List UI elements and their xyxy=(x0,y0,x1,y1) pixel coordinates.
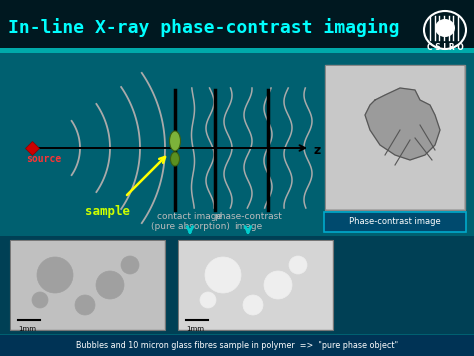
Text: Bubbles and 10 micron glass fibres sample in polymer  =>  "pure phase object": Bubbles and 10 micron glass fibres sampl… xyxy=(76,341,398,351)
Ellipse shape xyxy=(170,131,181,151)
Bar xyxy=(10,240,165,330)
Text: Phase-contrast image: Phase-contrast image xyxy=(349,218,441,226)
Circle shape xyxy=(75,295,95,315)
Bar xyxy=(0,48,474,53)
Ellipse shape xyxy=(171,152,180,166)
Bar xyxy=(179,241,332,329)
Text: z: z xyxy=(314,143,321,157)
FancyBboxPatch shape xyxy=(324,212,466,232)
Text: contact image
(pure absorption): contact image (pure absorption) xyxy=(151,212,229,231)
Bar xyxy=(0,236,474,334)
Bar xyxy=(0,335,474,356)
Circle shape xyxy=(205,257,241,293)
Text: phase-contrast
image: phase-contrast image xyxy=(214,212,282,231)
Bar xyxy=(0,0,474,48)
Text: In-line X-ray phase-contrast imaging: In-line X-ray phase-contrast imaging xyxy=(8,19,400,37)
Circle shape xyxy=(121,256,139,274)
Bar xyxy=(178,240,333,330)
Circle shape xyxy=(264,271,292,299)
Text: sample: sample xyxy=(85,205,130,218)
Circle shape xyxy=(289,256,307,274)
Polygon shape xyxy=(365,88,440,160)
Circle shape xyxy=(32,292,48,308)
Circle shape xyxy=(37,257,73,293)
Circle shape xyxy=(200,292,216,308)
Bar xyxy=(11,241,164,329)
Bar xyxy=(326,66,464,209)
Ellipse shape xyxy=(435,19,455,37)
Text: 1mm: 1mm xyxy=(18,326,36,332)
Bar xyxy=(325,65,465,210)
Circle shape xyxy=(96,271,124,299)
Text: source: source xyxy=(26,154,61,164)
Circle shape xyxy=(243,295,263,315)
Text: C S I R O: C S I R O xyxy=(427,42,464,52)
Text: 1mm: 1mm xyxy=(186,326,204,332)
